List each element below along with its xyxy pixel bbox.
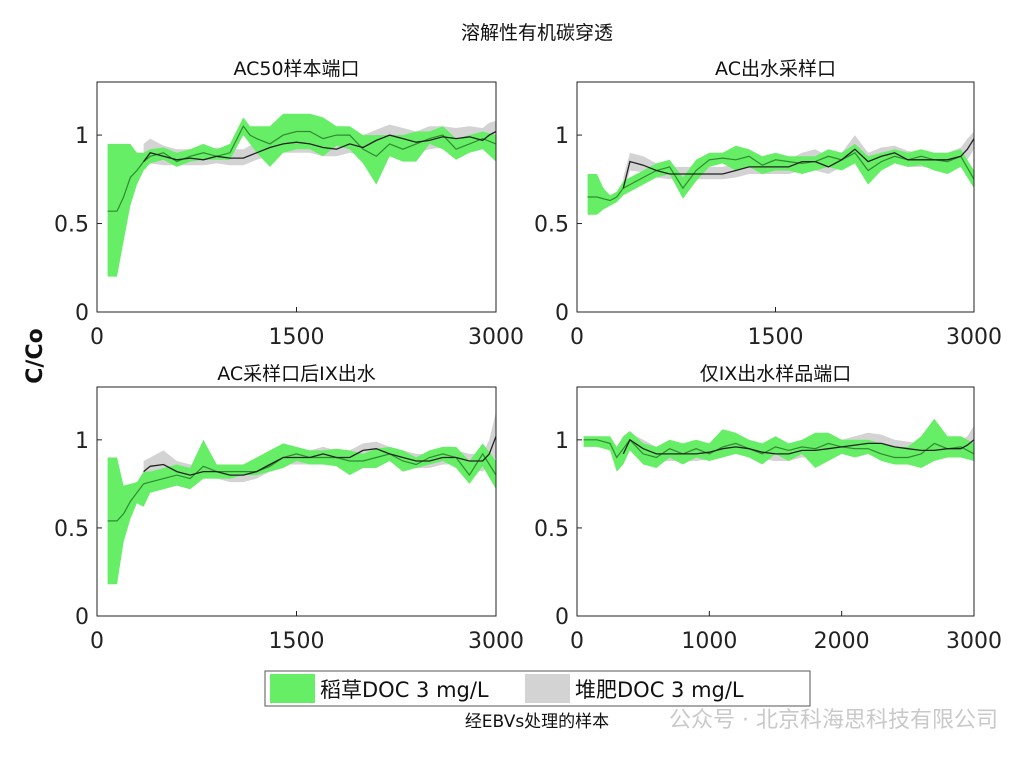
plot-area	[577, 82, 974, 312]
y-tick-label: 1	[555, 124, 569, 149]
plot-area	[577, 387, 974, 616]
y-tick-label: 0.5	[534, 517, 569, 542]
x-tick-label: 0	[90, 325, 104, 350]
band-straw	[107, 439, 496, 585]
plot-frame	[576, 386, 975, 617]
panel-3: 0 1500 3000 0 0.5 1 AC采样口后IX出水	[54, 363, 524, 654]
x-tick-label: 3000	[946, 325, 1002, 350]
x-tick-label: 1500	[269, 629, 325, 654]
legend: 稻草DOC 3 mg/L 堆肥DOC 3 mg/L	[264, 670, 811, 707]
panels: 0 1500 3000 0 0.5 1 AC50样本端口 0 1500 3000 0 0.5 1 AC出水…	[54, 58, 1002, 654]
panel-title: 仅IX出水样品端口	[700, 363, 852, 385]
mean-line-compost	[143, 436, 497, 476]
x-tick-label: 3000	[468, 629, 524, 654]
band-straw	[583, 418, 974, 472]
panel-title: AC采样口后IX出水	[217, 363, 376, 385]
panel-2: 0 1500 3000 0 0.5 1 AC出水采样口	[534, 58, 1002, 350]
mean-line-compost	[622, 138, 975, 189]
x-tick-label: 1000	[681, 629, 737, 654]
caption: 经EBVs处理的样本	[465, 712, 609, 732]
x-tick-label: 1500	[269, 325, 325, 350]
legend-label-compost: 堆肥DOC 3 mg/L	[575, 678, 744, 702]
figure-title: 溶解性有机碳穿透	[461, 22, 613, 44]
panel-1: 0 1500 3000 0 0.5 1 AC50样本端口	[54, 58, 524, 350]
x-tick-label: 3000	[468, 325, 524, 350]
mean-line-straw	[587, 152, 975, 202]
x-tick-label: 0	[570, 325, 584, 350]
y-tick-label: 0	[75, 301, 89, 326]
x-tick-label: 3000	[946, 629, 1002, 654]
plot-area	[97, 387, 496, 616]
x-tick-label: 0	[90, 629, 104, 654]
mean-line-compost	[143, 130, 497, 162]
y-tick-label: 1	[75, 429, 89, 454]
band-straw	[587, 143, 974, 215]
mean-line-compost	[622, 438, 975, 455]
y-tick-label: 0	[75, 605, 89, 630]
watermark-text: 公众号 · 北京科海思科技有限公司	[669, 708, 998, 733]
y-tick-label: 0	[555, 301, 569, 326]
panel-title: AC出水采样口	[715, 58, 836, 80]
y-tick-label: 1	[75, 124, 89, 149]
legend-label-straw: 稻草DOC 3 mg/L	[320, 678, 489, 702]
y-axis-label: C/Co	[23, 328, 48, 383]
band-straw	[107, 113, 496, 277]
mean-line-straw	[583, 438, 975, 459]
legend-swatch-straw	[270, 674, 315, 703]
y-tick-label: 0.5	[54, 517, 89, 542]
y-tick-label: 0	[555, 605, 569, 630]
y-tick-label: 0.5	[534, 213, 569, 238]
panel-4: 0 1000 2000 3000 0 0.5 1 仅IX出水样品端口	[534, 363, 1002, 654]
x-tick-label: 1500	[748, 325, 804, 350]
x-tick-label: 0	[570, 629, 584, 654]
y-tick-label: 1	[555, 429, 569, 454]
x-tick-label: 2000	[814, 629, 870, 654]
panel-title: AC50样本端口	[233, 58, 359, 80]
legend-swatch-compost	[525, 674, 570, 703]
y-tick-label: 0.5	[54, 213, 89, 238]
